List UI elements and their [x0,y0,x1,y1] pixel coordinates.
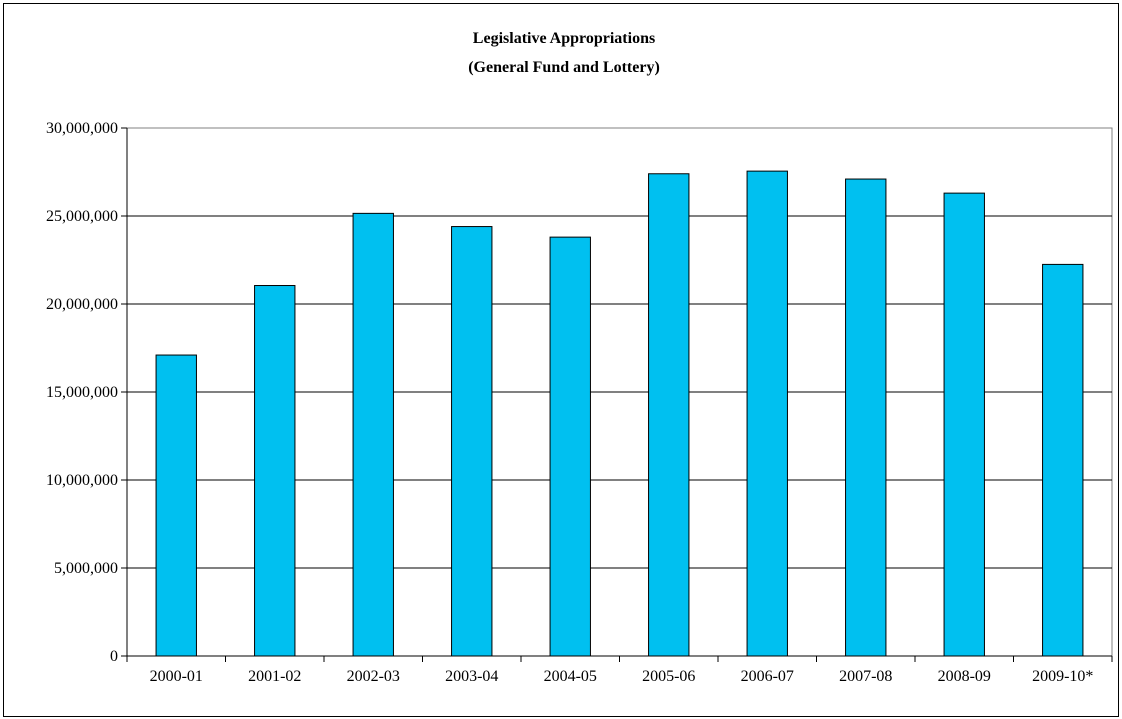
chart-title: Legislative Appropriations [473,30,655,47]
bar [746,170,788,657]
x-tick-label: 2008-09 [938,668,991,685]
x-tick-label: 2007-08 [839,668,892,685]
bar [943,192,985,657]
y-tick-label: 5,000,000 [54,560,118,577]
y-tick-label: 10,000,000 [46,472,118,489]
bar-chart: Legislative Appropriations (General Fund… [46,30,1113,685]
y-tick-label: 25,000,000 [46,208,118,225]
bar [1042,263,1084,657]
y-tick-label: 20,000,000 [46,296,118,313]
chart-frame: Legislative Appropriations (General Fund… [3,3,1119,717]
bar [254,285,296,657]
x-tick-label: 2001-02 [248,668,301,685]
x-tick-label: 2003-04 [445,668,498,685]
x-tick-label: 2006-07 [741,668,794,685]
bar [845,178,887,657]
bar [648,173,690,657]
bar [155,354,197,657]
chart-subtitle: (General Fund and Lottery) [468,59,660,76]
plot-area: 0 5,000,000 10,000,000 15,000,000 20,000,000… [46,120,1113,685]
bar [549,236,591,657]
x-tick-label: 2000-01 [150,668,203,685]
bar [451,226,493,657]
bar [352,212,394,657]
x-tick-label: 2005-06 [642,668,695,685]
y-tick-label: 0 [110,648,118,665]
x-tick-label: 2002-03 [347,668,400,685]
x-tick-label: 2004-05 [544,668,597,685]
x-tick-label: 2009-10* [1032,668,1093,685]
y-tick-label: 30,000,000 [46,120,118,137]
y-tick-label: 15,000,000 [46,384,118,401]
